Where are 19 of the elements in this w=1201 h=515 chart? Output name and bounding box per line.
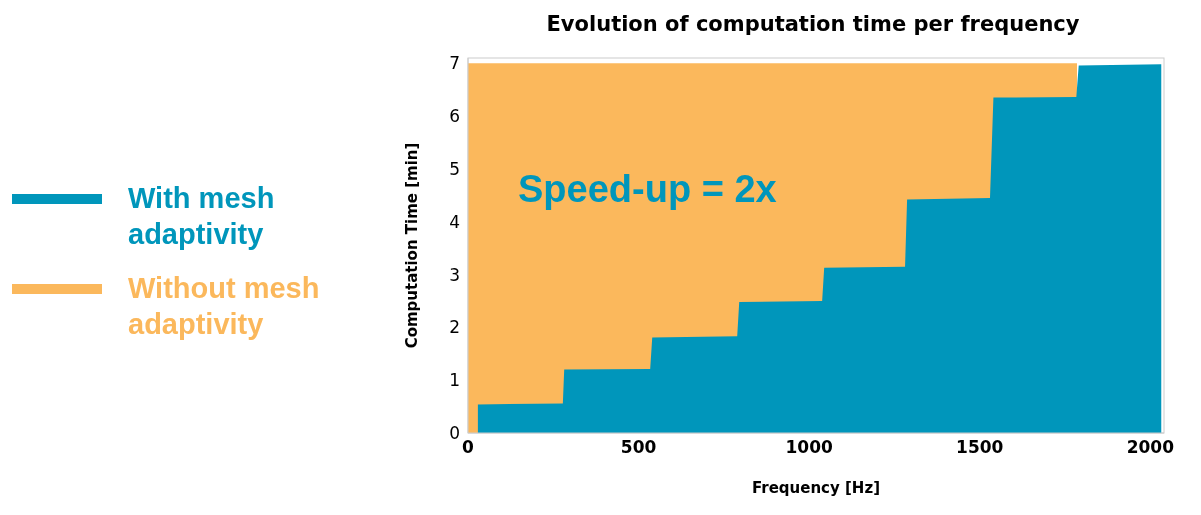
x-tick-label: 2000 — [1126, 437, 1175, 458]
y-tick-label: 0 — [449, 423, 460, 444]
chart-title: Evolution of computation time per frequency — [545, 12, 1081, 36]
y-tick-label: 3 — [449, 264, 460, 285]
y-tick-label: 1 — [449, 370, 460, 391]
y-tick-label: 6 — [449, 106, 460, 127]
y-axis-title: Computation Time [min] — [403, 142, 422, 349]
x-tick-label: 1500 — [956, 437, 1004, 458]
y-tick-label: 5 — [449, 158, 460, 179]
x-axis-title: Frequency [Hz] — [751, 479, 881, 497]
legend-label: Without mesh adaptivity — [128, 270, 321, 342]
legend-label: With mesh adaptivity — [128, 180, 276, 252]
x-tick-label: 500 — [620, 437, 657, 458]
x-tick-label: 1000 — [785, 437, 833, 458]
annotation: Speed-up = 2x — [518, 168, 777, 211]
y-tick-label: 2 — [449, 317, 460, 338]
x-tick-label: 0 — [462, 437, 475, 458]
y-tick-label: 4 — [449, 211, 460, 232]
y-tick-label: 7 — [449, 53, 460, 74]
